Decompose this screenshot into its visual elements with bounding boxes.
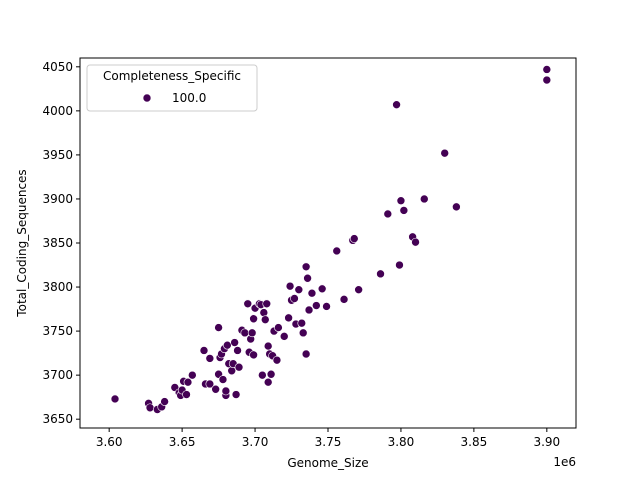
y-tick-label: 3650 (42, 412, 73, 426)
y-tick-label: 4050 (42, 60, 73, 74)
data-point (188, 370, 197, 380)
data-point (312, 301, 321, 310)
data-point (259, 308, 269, 317)
y-tick-label: 3800 (42, 280, 73, 294)
y-axis-label: Total_Coding_Sequences (15, 169, 29, 317)
data-point (284, 313, 293, 323)
data-point (294, 285, 304, 294)
data-point (249, 314, 258, 324)
legend-marker (142, 93, 152, 103)
data-point (205, 354, 215, 363)
data-point (440, 148, 450, 158)
data-point (182, 390, 191, 399)
x-tick-label: 3.70 (242, 435, 269, 449)
data-point (290, 294, 299, 303)
data-point (221, 386, 231, 396)
data-point (419, 194, 429, 204)
data-point (395, 260, 404, 270)
x-tick-label: 3.80 (388, 435, 415, 449)
data-point (231, 390, 241, 399)
data-point (349, 234, 359, 243)
data-point (396, 196, 406, 206)
data-point (301, 262, 311, 272)
data-point (240, 328, 250, 338)
x-axis: 3.60 3.65 3.70 3.75 3.80 3.85 3.90 (96, 428, 560, 449)
data-point (272, 355, 282, 365)
y-tick-label: 4000 (42, 104, 73, 118)
legend-title: Completeness_Specific (103, 69, 241, 83)
data-point (263, 341, 273, 351)
data-point (249, 350, 258, 360)
data-point (110, 394, 120, 404)
data-point (247, 328, 257, 338)
data-point (258, 370, 267, 380)
data-point (354, 285, 363, 294)
data-point (383, 209, 393, 219)
data-point (339, 295, 349, 304)
data-point (262, 299, 272, 309)
data-point (218, 375, 228, 384)
data-point (160, 397, 169, 406)
data-point (183, 377, 193, 387)
data-point (542, 65, 552, 74)
data-point (234, 362, 244, 372)
legend-frame (86, 64, 258, 112)
y-tick-label: 3750 (42, 324, 73, 338)
y-tick-label: 3850 (42, 236, 73, 250)
data-point (274, 323, 283, 332)
data-points (110, 65, 552, 414)
data-point (230, 338, 239, 347)
x-tick-label: 3.75 (315, 435, 342, 449)
plot-frame (79, 57, 577, 429)
data-point (303, 273, 312, 283)
y-tick-label: 3700 (42, 368, 73, 382)
x-tick-label: 3.65 (169, 435, 196, 449)
data-point (307, 288, 317, 298)
data-point (205, 379, 215, 389)
data-point (233, 346, 242, 355)
y-tick-label: 3900 (42, 192, 73, 206)
data-point (322, 302, 331, 311)
x-axis-offset-label: 1e6 (553, 455, 576, 469)
data-point (227, 366, 237, 376)
legend: Completeness_Specific 100.0 (86, 64, 258, 112)
legend-entry-label: 100.0 (172, 91, 206, 105)
data-point (297, 318, 307, 328)
data-point (263, 377, 273, 387)
data-point (260, 315, 270, 324)
x-tick-label: 3.85 (461, 435, 488, 449)
data-point (332, 246, 342, 256)
data-point (298, 328, 308, 338)
data-point (214, 323, 223, 332)
data-point (411, 237, 420, 247)
y-axis: 3650 3700 3750 3800 3850 3900 3950 4000 4050 (42, 60, 80, 426)
data-point (542, 75, 552, 85)
data-point (223, 340, 232, 350)
x-tick-label: 3.90 (533, 435, 560, 449)
data-point (279, 332, 289, 341)
data-point (317, 284, 327, 294)
data-point (304, 305, 314, 315)
data-point (301, 349, 311, 359)
data-point (145, 403, 155, 413)
data-point (452, 202, 461, 212)
data-point (392, 100, 401, 109)
data-point (266, 369, 276, 379)
data-point (399, 206, 409, 215)
data-point (243, 299, 253, 309)
data-point (211, 384, 220, 394)
x-tick-label: 3.60 (96, 435, 123, 449)
data-point (199, 346, 209, 355)
y-tick-label: 3950 (42, 148, 73, 162)
data-point (376, 269, 385, 279)
x-axis-label: Genome_Size (287, 456, 368, 470)
data-point (285, 281, 295, 291)
